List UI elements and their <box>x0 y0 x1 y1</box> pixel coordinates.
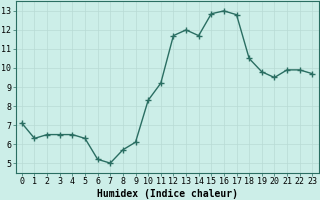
X-axis label: Humidex (Indice chaleur): Humidex (Indice chaleur) <box>97 189 237 199</box>
